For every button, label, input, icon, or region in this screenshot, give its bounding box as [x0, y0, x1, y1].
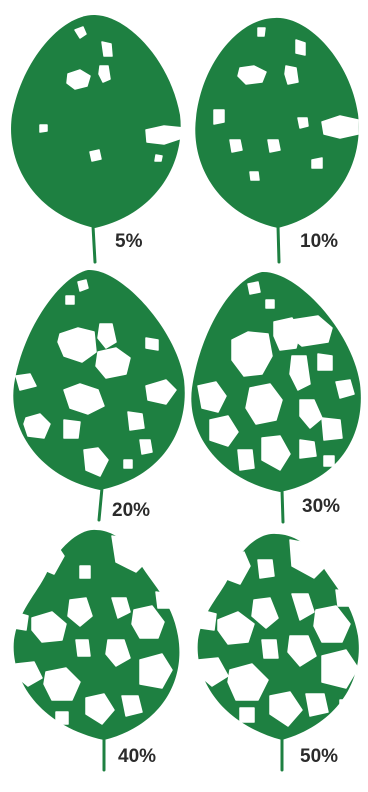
damage-hole — [291, 593, 315, 621]
damage-hole — [39, 124, 48, 133]
damage-hole — [145, 125, 185, 145]
damage-hole — [245, 383, 283, 425]
leaf-label-40: 40% — [118, 746, 156, 767]
damage-hole — [101, 41, 113, 57]
leaf-5-percent: 5% — [11, 14, 185, 264]
damage-hole — [237, 65, 267, 85]
damage-hole — [67, 597, 93, 627]
damage-hole — [284, 65, 299, 85]
damage-hole — [85, 693, 115, 725]
damage-hole — [123, 459, 133, 469]
damage-hole — [249, 171, 260, 181]
damage-hole — [63, 419, 81, 439]
damage-hole — [323, 455, 335, 467]
damage-hole — [257, 559, 275, 579]
damage-hole — [321, 649, 359, 689]
damage-hole — [89, 149, 102, 162]
damage-hole — [65, 295, 75, 305]
leaf-30-percent: 30% — [191, 271, 361, 524]
damage-hole — [231, 331, 273, 377]
damage-hole — [145, 337, 159, 351]
damage-hole — [317, 353, 333, 371]
damage-hole — [79, 565, 91, 579]
damage-hole — [111, 535, 147, 573]
damage-hole — [299, 399, 323, 429]
leaf-40-percent: 40% — [13, 529, 180, 772]
damage-hole — [199, 609, 217, 631]
damage-hole — [217, 611, 255, 645]
leaf-label-30: 30% — [302, 496, 340, 517]
damage-hole — [295, 39, 306, 56]
damage-hole — [154, 154, 163, 162]
damage-hole — [289, 539, 327, 579]
damage-hole — [63, 383, 105, 415]
damage-hole — [229, 139, 243, 153]
damage-hole — [31, 611, 67, 643]
damage-hole — [265, 299, 275, 309]
damage-hole — [299, 439, 317, 459]
damage-hole — [321, 115, 359, 139]
damage-hole — [66, 69, 91, 90]
damage-hole — [15, 373, 37, 391]
leaf-50-percent: 50% — [197, 533, 359, 772]
damage-hole — [131, 605, 165, 639]
damage-hole — [139, 653, 173, 689]
damage-hole — [289, 355, 311, 391]
damage-hole — [267, 139, 281, 153]
damage-hole — [237, 449, 255, 471]
damage-hole — [239, 707, 255, 723]
damage-hole — [155, 591, 171, 609]
damage-hole — [145, 379, 177, 405]
leaf-10-percent: 10% — [195, 17, 359, 264]
damage-hole — [251, 597, 279, 629]
leaf-label-5: 5% — [115, 231, 143, 252]
damage-hole — [75, 639, 91, 657]
leaf-label-20: 20% — [112, 500, 150, 521]
damage-hole — [261, 639, 279, 659]
damage-hole — [313, 605, 351, 643]
damage-hole — [95, 347, 131, 379]
damage-hole — [321, 417, 343, 441]
damage-hole — [97, 323, 117, 349]
damage-hole — [335, 379, 355, 399]
damage-hole — [105, 639, 131, 667]
damage-hole — [335, 589, 353, 607]
damage-hole — [197, 657, 229, 687]
damage-hole — [269, 691, 303, 727]
leaf-label-10: 10% — [300, 231, 338, 252]
damage-hole — [83, 447, 109, 477]
damage-hole — [111, 597, 131, 619]
damage-hole — [77, 279, 89, 292]
damage-hole — [43, 667, 81, 701]
damage-hole — [23, 413, 51, 439]
damage-hole — [223, 551, 251, 585]
damage-hole — [127, 411, 145, 431]
damage-hole — [15, 661, 43, 687]
damage-hole — [297, 117, 309, 129]
damage-hole — [98, 65, 111, 83]
damage-hole — [121, 695, 143, 717]
damage-hole — [74, 26, 87, 39]
damage-hole — [139, 439, 153, 455]
damage-hole — [57, 327, 97, 363]
damage-hole — [287, 635, 317, 667]
damage-hole — [261, 435, 291, 471]
damage-hole — [227, 663, 269, 701]
leaf-20-percent: 20% — [13, 269, 185, 522]
damage-hole — [311, 157, 323, 169]
damage-hole — [209, 415, 239, 447]
damage-hole — [55, 711, 69, 725]
damage-hole — [39, 543, 65, 575]
damage-hole — [13, 611, 29, 631]
damage-hole — [257, 27, 266, 37]
damage-hole — [339, 699, 351, 713]
leaf-label-50: 50% — [300, 746, 338, 767]
damage-hole — [305, 693, 329, 717]
damage-hole — [247, 281, 261, 295]
damage-hole — [289, 315, 333, 347]
damage-hole — [213, 109, 225, 125]
damage-hole — [197, 381, 227, 413]
